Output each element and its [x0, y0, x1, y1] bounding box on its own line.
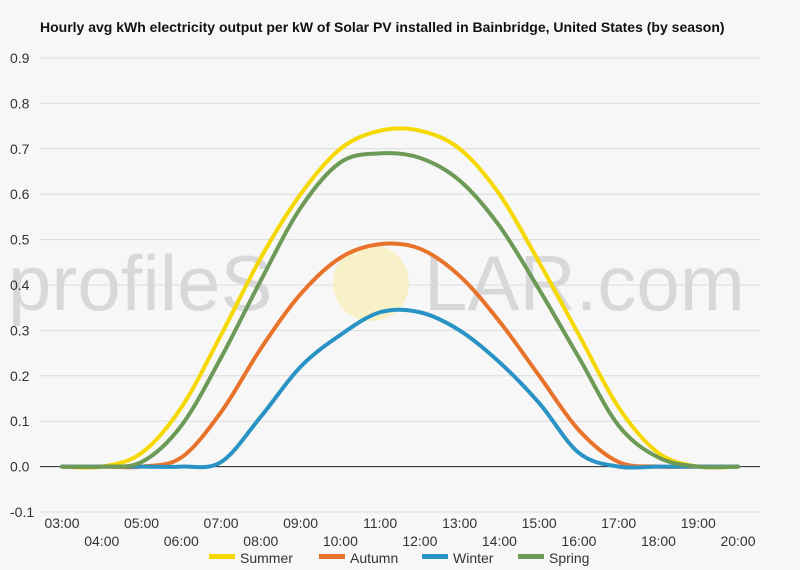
x-tick-label: 14:00: [482, 533, 517, 549]
grid-lines: [40, 57, 760, 513]
series-line-autumn: [60, 241, 740, 470]
x-tick-label: 06:00: [164, 533, 199, 549]
y-tick-label: 0.8: [10, 95, 30, 111]
series-lines: [60, 126, 740, 470]
x-tick-label: 19:00: [681, 515, 716, 531]
legend-swatch-winter: [422, 554, 448, 559]
legend-swatch-summer: [209, 554, 235, 559]
y-tick-label: 0.0: [10, 459, 30, 475]
series-line-summer: [60, 126, 740, 470]
x-tick-label: 09:00: [283, 515, 318, 531]
y-tick-label: 0.6: [10, 186, 30, 202]
legend: Summer Autumn Winter Spring: [209, 550, 589, 566]
watermark: profileS LAR.com: [8, 239, 745, 327]
x-tick-label: 16:00: [561, 533, 596, 549]
chart-title: Hourly avg kWh electricity output per kW…: [40, 19, 725, 35]
watermark-sun-icon: [333, 245, 409, 321]
legend-label-winter: Winter: [453, 550, 494, 566]
y-tick-label: 0.7: [10, 141, 30, 157]
x-tick-label: 05:00: [124, 515, 159, 531]
legend-swatch-autumn: [319, 554, 345, 559]
watermark-text-left: profileS: [8, 239, 272, 327]
x-tick-label: 13:00: [442, 515, 477, 531]
x-tick-label: 17:00: [601, 515, 636, 531]
x-tick-label: 18:00: [641, 533, 676, 549]
y-tick-label: 0.1: [10, 413, 30, 429]
x-tick-label: 15:00: [522, 515, 557, 531]
y-tick-label: 0.9: [10, 50, 30, 66]
y-tick-label: 0.2: [10, 368, 30, 384]
y-tick-label: -0.1: [10, 504, 34, 520]
y-axis-ticks: -0.1 0.0 0.1 0.2 0.3 0.4 0.5 0.6 0.7 0.8 0.9: [10, 50, 34, 520]
x-tick-label: 11:00: [363, 515, 397, 531]
x-tick-label: 08:00: [243, 533, 278, 549]
x-tick-label: 03:00: [44, 515, 79, 531]
x-tick-label: 07:00: [204, 515, 239, 531]
y-tick-label: 0.5: [10, 232, 30, 248]
series-line-spring: [60, 151, 740, 470]
x-tick-label: 04:00: [84, 533, 119, 549]
y-tick-label: 0.3: [10, 322, 30, 338]
watermark-text-right: LAR.com: [424, 239, 745, 327]
x-tick-label: 12:00: [402, 533, 437, 549]
legend-label-spring: Spring: [549, 550, 589, 566]
legend-label-autumn: Autumn: [350, 550, 398, 566]
legend-swatch-spring: [518, 554, 544, 559]
series-line-winter: [60, 307, 740, 470]
y-tick-label: 0.4: [10, 277, 30, 293]
x-tick-label: 20:00: [720, 533, 755, 549]
x-tick-label: 10:00: [323, 533, 358, 549]
legend-label-summer: Summer: [240, 550, 293, 566]
